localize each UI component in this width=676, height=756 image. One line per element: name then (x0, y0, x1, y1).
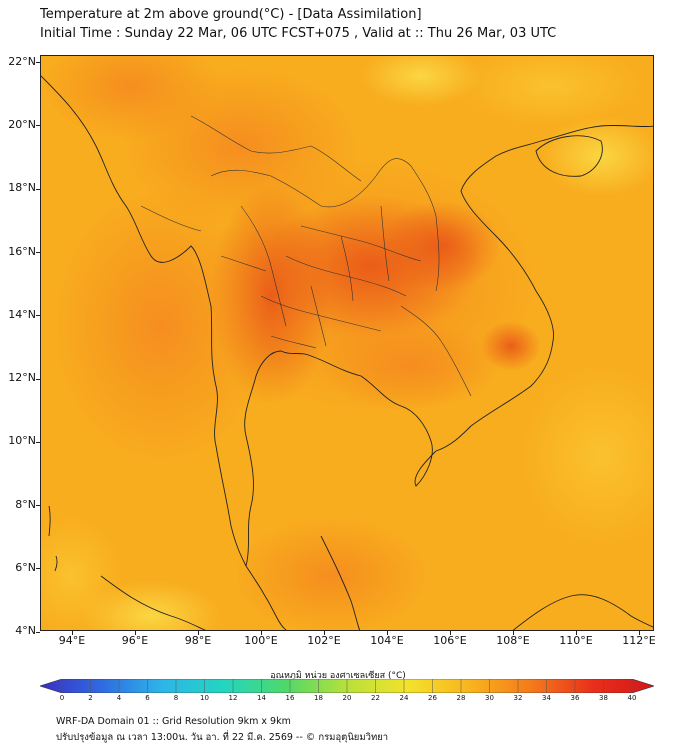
lat-tickmark (36, 505, 40, 507)
map-subtitle: Initial Time : Sunday 22 Mar, 06 UTC FCS… (40, 26, 557, 41)
colorbar (40, 679, 654, 693)
update-info: ปรับปรุงข้อมูล ณ เวลา 13:00น. วัน อา. ที… (56, 732, 389, 743)
colorbar-tick-label: 38 (599, 694, 608, 702)
lat-tickmark (36, 125, 40, 127)
lon-label: 112°E (622, 634, 656, 647)
lat-label: 10°N (8, 434, 36, 447)
lat-label: 16°N (8, 245, 36, 258)
lon-tickmark (135, 631, 136, 635)
lon-label: 108°E (496, 634, 530, 647)
coastlines (41, 75, 653, 630)
colorbar-tick-label: 36 (570, 694, 580, 702)
lon-tickmark (639, 631, 640, 635)
colorbar-tick-label: 4 (116, 694, 122, 702)
lat-tickmark (36, 315, 40, 317)
colorbar-tick-label: 28 (456, 694, 466, 702)
colorbar-tick-label: 6 (145, 694, 150, 702)
lat-tickmark (36, 568, 40, 570)
lat-tickmark (36, 631, 40, 633)
colorbar-tick-label: 8 (173, 694, 179, 702)
colorbar-tick-label: 16 (285, 694, 295, 702)
colorbar-tick-label: 40 (627, 694, 637, 702)
colorbar-tick-label: 12 (228, 694, 238, 702)
lon-tickmark (198, 631, 199, 635)
lon-label: 104°E (370, 634, 404, 647)
temperature-field (41, 56, 653, 630)
colorbar-tick-label: 14 (257, 694, 266, 702)
map-canvas (41, 56, 653, 630)
lon-tickmark (387, 631, 388, 635)
colorbar-tick-label: 24 (399, 694, 409, 702)
lon-label: 100°E (244, 634, 278, 647)
lat-tickmark (36, 441, 40, 443)
lon-label: 110°E (559, 634, 593, 647)
lat-tickmark (36, 62, 40, 63)
colorbar-tick-label: 10 (200, 694, 209, 702)
colorbar-tick-label: 18 (314, 694, 323, 702)
model-info: WRF-DA Domain 01 :: Grid Resolution 9km … (56, 716, 291, 727)
lon-tickmark (576, 631, 577, 635)
lon-label: 98°E (184, 634, 212, 647)
colorbar-tick-label: 22 (371, 694, 380, 702)
lat-label: 8°N (15, 498, 36, 511)
lon-label: 106°E (433, 634, 467, 647)
lat-label: 6°N (15, 561, 36, 574)
lat-label: 14°N (8, 308, 36, 321)
lat-label: 12°N (8, 371, 36, 384)
colorbar-tick-label: 32 (513, 694, 523, 702)
lat-label: 20°N (8, 118, 36, 131)
colorbar-tick-label: 26 (428, 694, 437, 702)
lon-label: 94°E (58, 634, 86, 647)
colorbar-label: อุณหภูมิ หน่วย องศาเซลเซียส (°C) (270, 671, 406, 681)
lon-tickmark (513, 631, 514, 635)
lon-label: 96°E (121, 634, 149, 647)
lat-label: 18°N (8, 181, 36, 194)
province-borders (140, 115, 472, 397)
map-title: Temperature at 2m above ground(°C) - [Da… (40, 7, 422, 22)
lat-tickmark (36, 188, 40, 190)
temperature-map (40, 55, 654, 631)
lon-label: 102°E (307, 634, 341, 647)
colorbar-tick-label: 34 (542, 694, 551, 702)
lat-label: 4°N (15, 624, 36, 637)
colorbar-tick-label: 2 (88, 694, 93, 702)
lon-tickmark (72, 631, 73, 635)
lat-tickmark (36, 378, 40, 380)
lon-tickmark (450, 631, 451, 635)
lat-tickmark (36, 251, 40, 253)
lat-label: 22°N (8, 55, 36, 68)
lon-tickmark (261, 631, 262, 635)
colorbar-tick-label: 0 (59, 694, 65, 702)
colorbar-tick-label: 20 (342, 694, 352, 702)
lon-tickmark (324, 631, 325, 635)
colorbar-tick-label: 30 (485, 694, 494, 702)
